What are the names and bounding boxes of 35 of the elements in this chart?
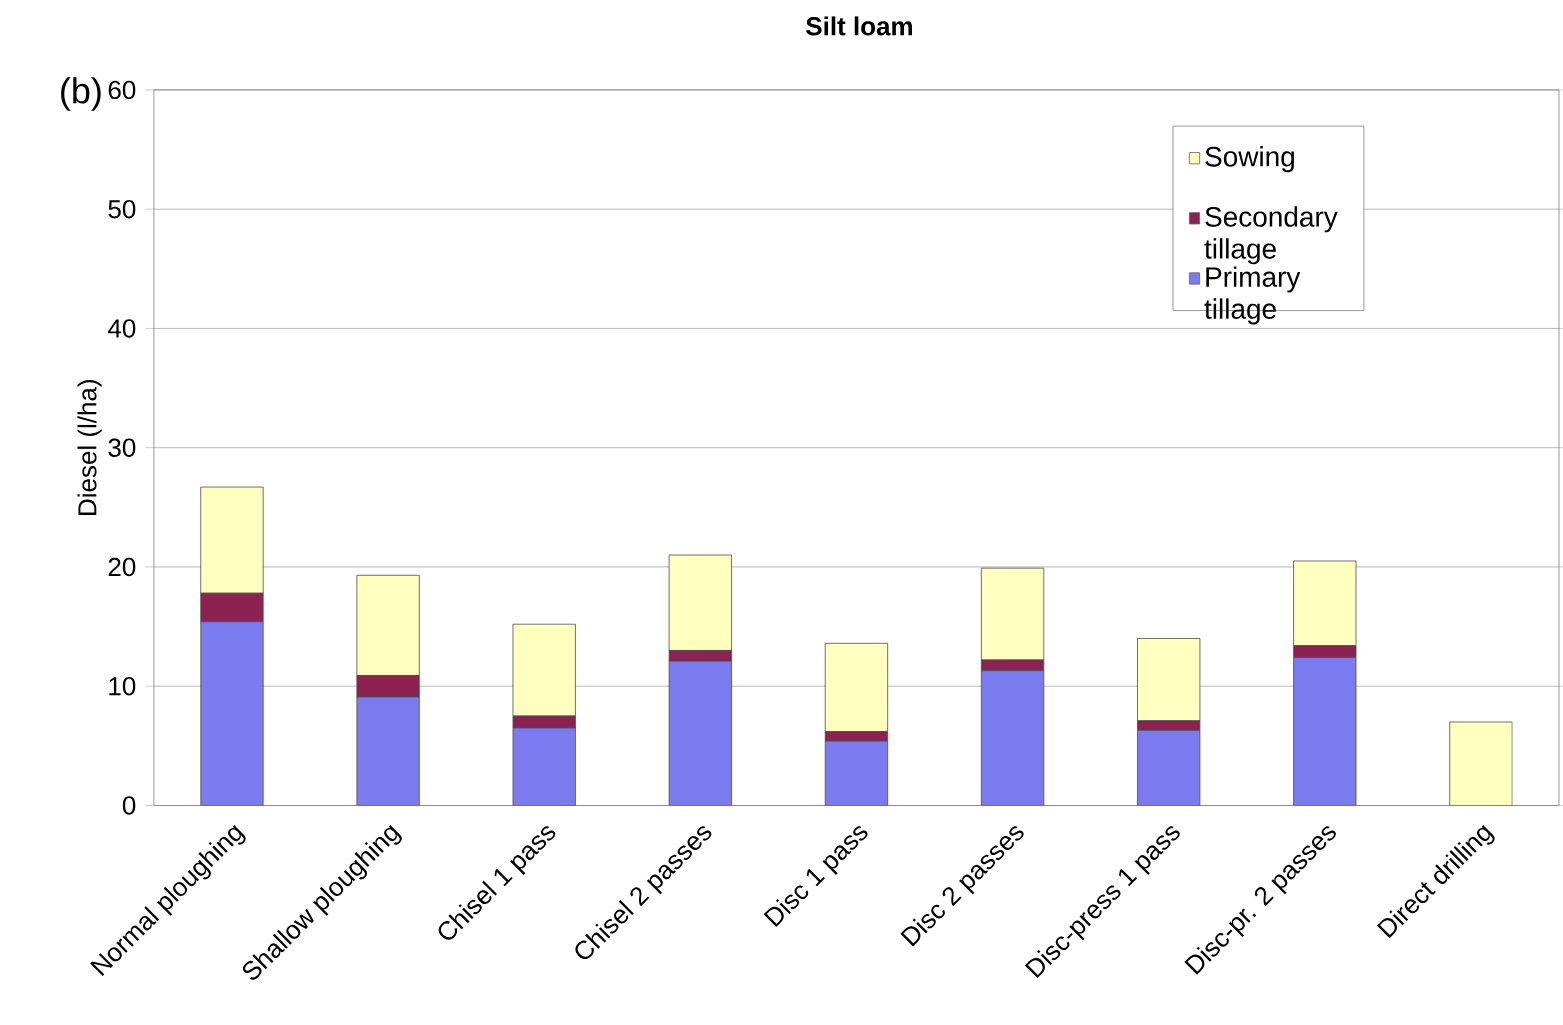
chart-title: Silt loam	[806, 16, 912, 36]
y-tick-label: 60	[108, 80, 136, 99]
y-axis-title: Diesel (l/ha)	[77, 379, 102, 515]
y-tick-label: 30	[108, 438, 136, 457]
bar	[1137, 720, 1201, 731]
y-tick-label: 20	[108, 557, 136, 576]
bar	[512, 727, 576, 806]
bar	[200, 621, 264, 806]
y-tick-label: 10	[109, 676, 136, 696]
bar	[356, 574, 420, 676]
bar	[1293, 560, 1357, 646]
bar	[1137, 729, 1201, 806]
bar	[980, 659, 1045, 671]
bar	[824, 740, 889, 806]
legend-label: Secondary tillage	[1204, 206, 1338, 265]
bar	[668, 649, 732, 662]
bar	[512, 623, 576, 717]
bar	[668, 660, 732, 806]
bar	[980, 670, 1045, 806]
legend-label: Primary tillage	[1204, 266, 1301, 325]
y-tick-label: 50	[108, 199, 136, 219]
bar	[980, 567, 1045, 661]
bar	[668, 554, 732, 651]
bar	[1449, 721, 1513, 806]
y-tick-label: 40	[108, 319, 136, 338]
y-tick-label: 0	[122, 796, 136, 815]
bar	[356, 674, 420, 698]
bar	[512, 715, 576, 729]
text: (b)	[61, 76, 101, 111]
bar	[200, 486, 264, 594]
bar	[1137, 637, 1201, 722]
bar	[356, 696, 420, 806]
legend-label: Sowing	[1205, 145, 1294, 173]
bar	[1293, 657, 1357, 806]
bar	[824, 642, 889, 732]
